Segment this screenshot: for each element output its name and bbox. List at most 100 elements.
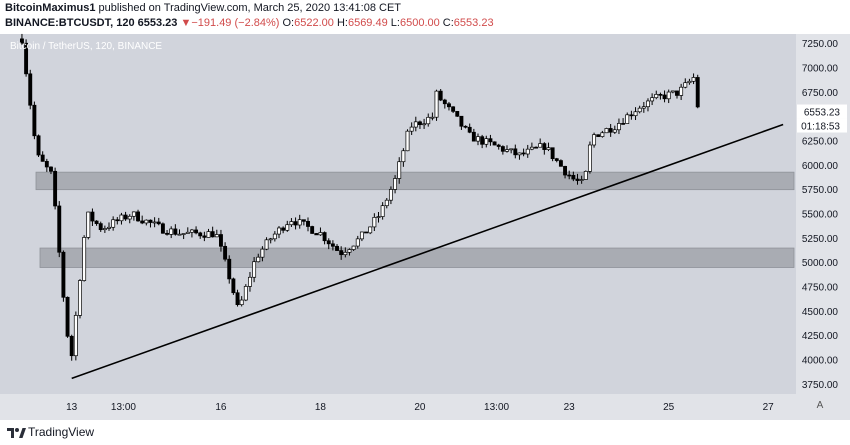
candle xyxy=(214,229,219,238)
auto-scale-button[interactable]: A xyxy=(816,400,824,411)
candle xyxy=(608,123,613,137)
open-label: O: xyxy=(282,17,295,29)
candle xyxy=(102,225,107,233)
candle xyxy=(434,89,439,121)
candle xyxy=(687,78,692,85)
candle xyxy=(480,134,485,149)
x-tick-label: 23 xyxy=(564,402,576,413)
candle xyxy=(355,235,360,249)
countdown-bg xyxy=(797,118,847,133)
candle xyxy=(422,118,427,129)
candle xyxy=(517,152,522,160)
candle xyxy=(123,211,128,221)
candle xyxy=(173,224,178,236)
supply-demand-zone-2[interactable] xyxy=(39,247,795,268)
candle xyxy=(57,201,62,258)
candle xyxy=(430,112,435,121)
price-axis[interactable] xyxy=(796,34,850,394)
candle xyxy=(583,170,588,180)
candle xyxy=(160,222,165,234)
candle xyxy=(268,237,273,244)
candle xyxy=(194,226,199,235)
x-tick-label: 16 xyxy=(215,402,227,413)
candle xyxy=(198,231,203,239)
candle xyxy=(169,226,174,239)
y-tick-label: 5250.00 xyxy=(802,234,839,245)
candle xyxy=(380,202,385,220)
y-tick-label: 5000.00 xyxy=(802,258,839,269)
candle xyxy=(115,217,120,225)
y-tick-labels: 3750.00 4000.00 4250.00 4500.00 4750.00 5000.… xyxy=(802,39,839,391)
candle xyxy=(272,231,277,242)
candle xyxy=(318,227,323,236)
candle xyxy=(500,145,505,155)
candle xyxy=(306,217,310,232)
candle xyxy=(227,255,232,284)
candle xyxy=(61,250,66,302)
candle xyxy=(629,110,634,120)
time-axis[interactable] xyxy=(0,394,850,420)
last-price: 6553.23 xyxy=(137,17,178,29)
candle xyxy=(418,120,422,129)
candle xyxy=(256,253,261,263)
candle xyxy=(621,118,626,125)
candle xyxy=(596,134,601,138)
candle xyxy=(641,101,646,113)
candle xyxy=(509,148,514,154)
y-tick-label: 5500.00 xyxy=(802,210,839,221)
candle xyxy=(654,90,659,100)
high-label: H: xyxy=(336,17,348,29)
candle xyxy=(459,115,464,130)
candle xyxy=(148,219,153,228)
change-arrow-icon: ▼ xyxy=(180,17,192,29)
y-tick-label: 5750.00 xyxy=(802,185,839,196)
candle xyxy=(571,171,576,182)
candle xyxy=(413,116,418,132)
candle xyxy=(86,211,91,240)
candle xyxy=(28,69,33,110)
last-price-tag-bg xyxy=(797,104,847,119)
candle xyxy=(235,289,240,307)
candle xyxy=(492,141,497,146)
candle xyxy=(426,113,431,127)
y-tick-label: 6000.00 xyxy=(802,161,839,172)
candle xyxy=(633,107,638,121)
candle xyxy=(546,142,551,152)
candle xyxy=(558,159,563,167)
candle xyxy=(550,147,555,162)
candle xyxy=(185,227,190,234)
candle xyxy=(538,138,543,148)
footer: TradingView xyxy=(0,420,850,445)
candle xyxy=(529,142,534,151)
candle xyxy=(575,173,580,185)
candle xyxy=(675,90,679,99)
last-price-tag-text: 6553.23 xyxy=(804,108,841,119)
author-name[interactable]: BitcoinMaximus1 xyxy=(5,2,96,14)
candle xyxy=(322,231,327,245)
trend-line[interactable] xyxy=(71,123,784,380)
low-value: 6500.00 xyxy=(399,17,440,29)
supply-demand-zone-1[interactable] xyxy=(35,171,795,191)
candle xyxy=(476,133,480,146)
candle xyxy=(310,225,315,234)
candle xyxy=(248,271,252,292)
candle xyxy=(600,130,605,138)
candle xyxy=(32,101,37,140)
candle xyxy=(131,211,136,221)
candle xyxy=(343,247,348,258)
tradingview-logo-icon xyxy=(7,428,26,438)
candle xyxy=(281,226,286,234)
chart-header: BitcoinMaximus1 published on TradingView… xyxy=(0,0,850,32)
candle xyxy=(98,221,103,232)
candle xyxy=(49,166,53,175)
candle xyxy=(463,125,468,129)
candle xyxy=(405,129,410,152)
candle xyxy=(94,220,99,226)
candle xyxy=(455,111,460,117)
plot-area[interactable] xyxy=(0,34,796,394)
tradingview-brand: TradingView xyxy=(28,425,95,439)
candle xyxy=(285,220,290,232)
candle xyxy=(252,257,257,283)
candle xyxy=(563,165,568,179)
